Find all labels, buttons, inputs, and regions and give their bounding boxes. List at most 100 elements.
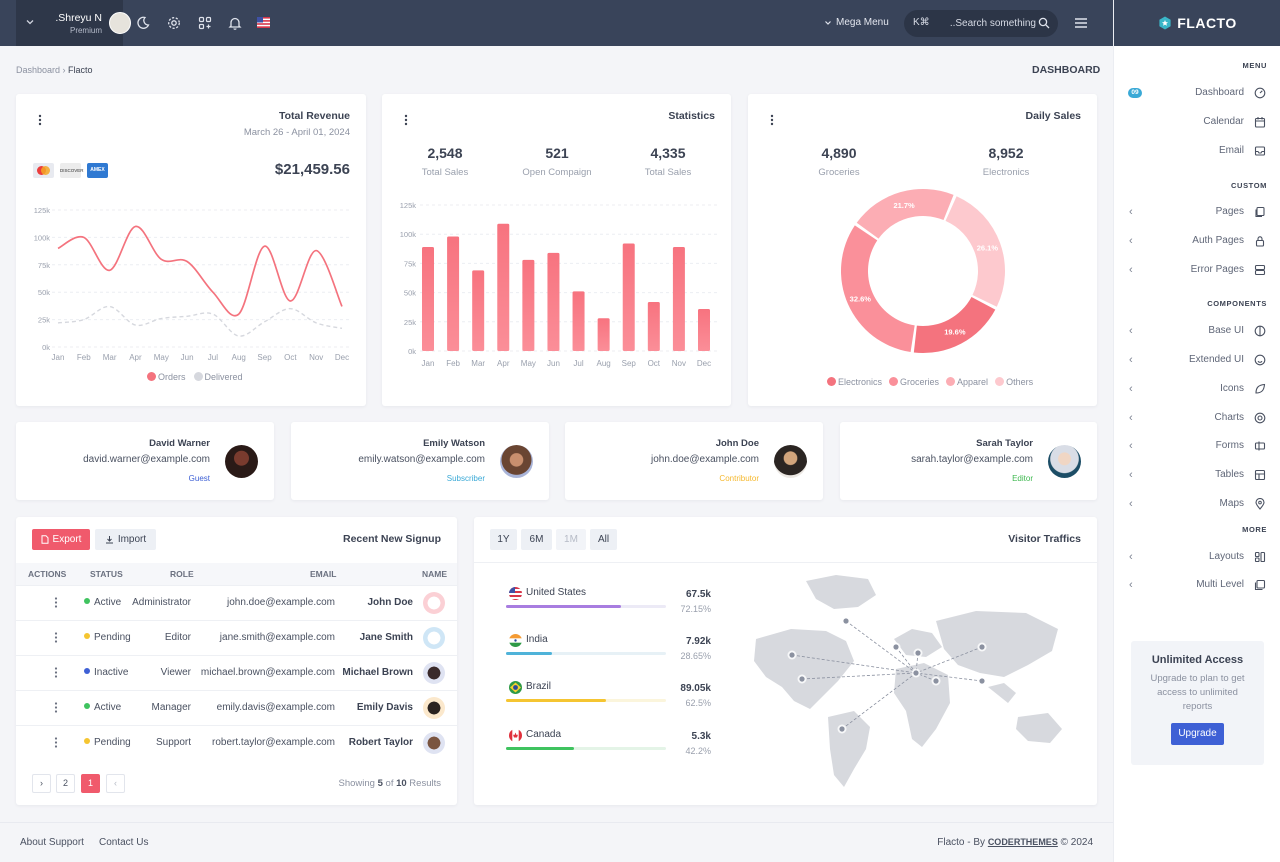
kebab-menu-icon[interactable] [770,113,774,127]
sidebar-item-dashboard[interactable]: 09 Dashboard [1114,83,1280,103]
legend-apparel[interactable]: Apparel [946,377,988,387]
sidebar-item-auth-pages[interactable]: ‹ Auth Pages [1114,231,1280,251]
legend-delivered[interactable]: Delivered [193,372,243,382]
footer-link-contact[interactable]: Contact Us [99,837,149,848]
page-title: DASHBOARD [1032,64,1101,76]
sidebar-item-charts[interactable]: ‹ Charts [1114,408,1280,428]
import-button[interactable]: Import [95,529,156,550]
kebab-menu-icon[interactable] [404,113,408,127]
kebab-menu-icon[interactable] [54,701,58,714]
pager-page-1[interactable]: 1 [81,774,100,793]
sidebar-section-menu: MENU [1242,61,1267,70]
progress-fill [506,652,552,655]
avatar [423,627,445,649]
sidebar-item-layouts[interactable]: ‹ Layouts [1114,547,1280,567]
bell-icon[interactable] [227,15,243,31]
row-role: Administrator [132,597,191,608]
upgrade-button[interactable]: Upgrade [1171,723,1224,745]
kebab-menu-icon[interactable] [54,736,58,749]
y-tick-label: 100k [34,233,51,242]
pager-next[interactable]: › [32,774,51,793]
legend-others[interactable]: Others [995,377,1033,387]
chevron-left-icon: ‹ [1129,579,1133,591]
footer-link-about[interactable]: About Support [20,837,84,848]
breadcrumb-root[interactable]: Dashboard [16,65,61,75]
legend-groceries[interactable]: Groceries [889,377,939,387]
kebab-menu-icon[interactable] [54,631,58,644]
user-card-role: Guest [188,474,210,483]
map-route [915,672,983,682]
status-badge: Pending [84,632,131,643]
traffic-row-canada[interactable]: Canada 5.3k 42.2% [506,729,711,769]
statistics-card: Statistics 2,548 Total Sales 521 Open Co… [382,94,731,406]
visitor-traffic-card: 1Y 6M 1M All Visitor Traffics United Sta… [474,517,1097,805]
x-tick-label: Feb [77,353,91,362]
logo[interactable]: FLACTO [1114,0,1280,46]
pager-prev[interactable]: ‹ [106,774,125,793]
col-actions[interactable]: ACTIONS [28,569,67,579]
revenue-line-chart: 0k 25k 50k 75k 100k 125k Jan Feb Mar Apr May Jun Jul… [34,206,350,362]
table-row[interactable]: Pending Editor jane.smith@example.com Ja… [16,620,457,655]
progress-track [506,699,666,702]
inbox-icon [1254,146,1266,156]
sidebar-item-maps[interactable]: ‹ Maps [1114,494,1280,514]
kebab-menu-icon[interactable] [54,596,58,609]
sidebar-item-forms[interactable]: ‹ Forms [1114,436,1280,456]
sidebar-item-pages[interactable]: ‹ Pages [1114,202,1280,222]
table-row[interactable]: Inactive Viewer michael.brown@example.co… [16,655,457,690]
mega-menu[interactable]: Mega Menu [824,17,889,28]
range-1y[interactable]: 1Y [490,529,517,550]
chevron-left-icon: ‹ [1129,440,1133,452]
range-1m[interactable]: 1M [556,529,586,550]
search-input[interactable] [944,15,1036,32]
y-tick-label: 100k [400,230,417,239]
export-button[interactable]: Export [32,529,90,550]
hamburger-icon[interactable] [1074,16,1088,30]
user-card[interactable]: Emily Watson emily.watson@example.com Su… [291,422,549,500]
user-card[interactable]: John Doe john.doe@example.com Contributo… [565,422,823,500]
x-tick-label: Jul [208,353,218,362]
legend-orders[interactable]: Orders [147,372,186,382]
pager-page-2[interactable]: 2 [56,774,75,793]
table-row[interactable]: Pending Support robert.taylor@example.co… [16,725,457,760]
traffic-row-brazil[interactable]: Brazil 89.05k 62.5% [506,681,711,721]
stat-label: Electronics [982,167,1030,178]
sidebar-item-email[interactable]: Email [1114,141,1280,161]
traffic-row-india[interactable]: India 7.92k 28.65% [506,634,711,674]
us-flag-icon[interactable] [257,17,270,28]
col-role[interactable]: ROLE [170,569,194,579]
col-email[interactable]: EMAIL [310,569,337,579]
footer-brand-link[interactable]: CODERTHEMES [987,837,1058,847]
sidebar-item-multi-level[interactable]: ‹ Multi Level [1114,575,1280,595]
gear-icon[interactable] [166,15,182,31]
user-card-name: Sarah Taylor [976,438,1033,449]
daily-sales-title: Daily Sales [1025,110,1081,122]
revenue-card: Total Revenue March 26 - April 01, 2024 … [16,94,366,406]
col-name[interactable]: NAME [422,569,448,579]
sidebar-item-tables[interactable]: ‹ Tables [1114,465,1280,485]
sidebar-item-extended-ui[interactable]: ‹ Extended UI [1114,350,1280,370]
sidebar-item-calendar[interactable]: Calendar [1114,112,1280,132]
range-all[interactable]: All [590,529,617,550]
sidebar-item-icons[interactable]: ‹ Icons [1114,379,1280,399]
sidebar-item-base-ui[interactable]: ‹ Base UI [1114,321,1280,341]
moon-icon[interactable] [135,15,151,31]
kebab-menu-icon[interactable] [54,666,58,679]
table-row[interactable]: Active Administrator john.doe@example.co… [16,585,457,620]
world-map[interactable] [736,569,1084,797]
y-tick-label: 25k [404,318,416,327]
traffic-row-us[interactable]: United States 67.5k 72.15% [506,587,711,627]
legend-electronics[interactable]: Electronics [827,377,882,387]
country-value: 5.3k [691,731,711,742]
apps-icon[interactable] [197,15,213,31]
user-card[interactable]: David Warner david.warner@example.com Gu… [16,422,274,500]
bar-apr [497,223,510,351]
range-6m[interactable]: 6M [521,529,552,550]
sidebar-item-error-pages[interactable]: ‹ Error Pages [1114,260,1280,280]
user-menu[interactable]: .Shreyu N Premium [16,0,131,46]
col-status[interactable]: STATUS [90,569,123,579]
kebab-menu-icon[interactable] [38,113,42,127]
table-row[interactable]: Active Manager emily.davis@example.com E… [16,690,457,725]
chevron-left-icon: ‹ [1129,264,1133,276]
user-card[interactable]: Sarah Taylor sarah.taylor@example.com Ed… [840,422,1097,500]
